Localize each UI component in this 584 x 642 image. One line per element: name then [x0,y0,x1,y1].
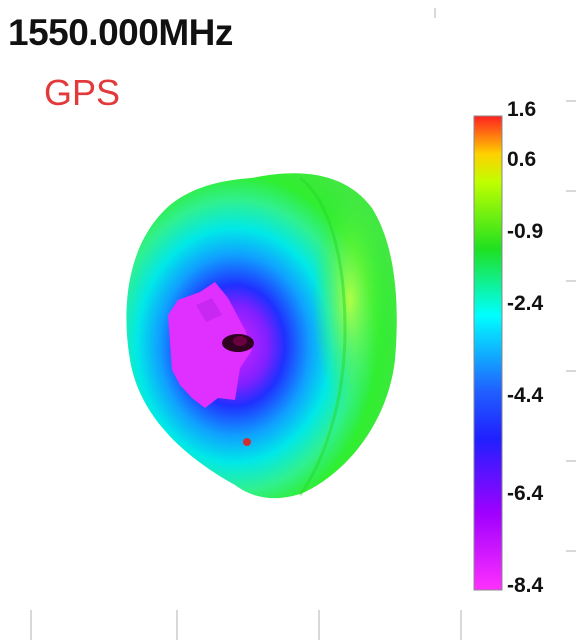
grid-mark [460,610,462,640]
pattern-rim [298,176,347,496]
scale-tick-label: 0.6 [507,148,537,171]
grid-mark [318,610,320,640]
grid-mark [566,550,576,552]
color-scale-bar [473,115,503,591]
scale-tick-label: -6.4 [507,482,544,505]
color-scale-border [473,115,503,591]
grid-mark [434,8,436,18]
grid-mark [566,100,576,102]
band-label: GPS [44,72,121,113]
pattern-minimum-region [168,282,252,408]
frequency-label: 1550.000MHz [8,12,233,53]
grid-mark [566,190,576,192]
grid-mark [566,370,576,372]
pattern-minimum-notch [196,298,222,322]
scale-tick-label: -0.9 [507,220,544,243]
color-scale-gradient [474,116,502,590]
pattern-highlight [312,190,388,410]
scale-tick-label: 1.6 [507,98,537,121]
pattern-null-core [233,336,247,346]
pattern-marker [243,438,251,446]
scale-tick-label: -2.4 [507,292,544,315]
grid-mark [566,460,576,462]
grid-mark [566,280,576,282]
grid-mark [176,610,178,640]
scale-tick-label: -8.4 [507,574,544,597]
scale-tick-label: -4.4 [507,384,544,407]
grid-mark [30,610,32,640]
